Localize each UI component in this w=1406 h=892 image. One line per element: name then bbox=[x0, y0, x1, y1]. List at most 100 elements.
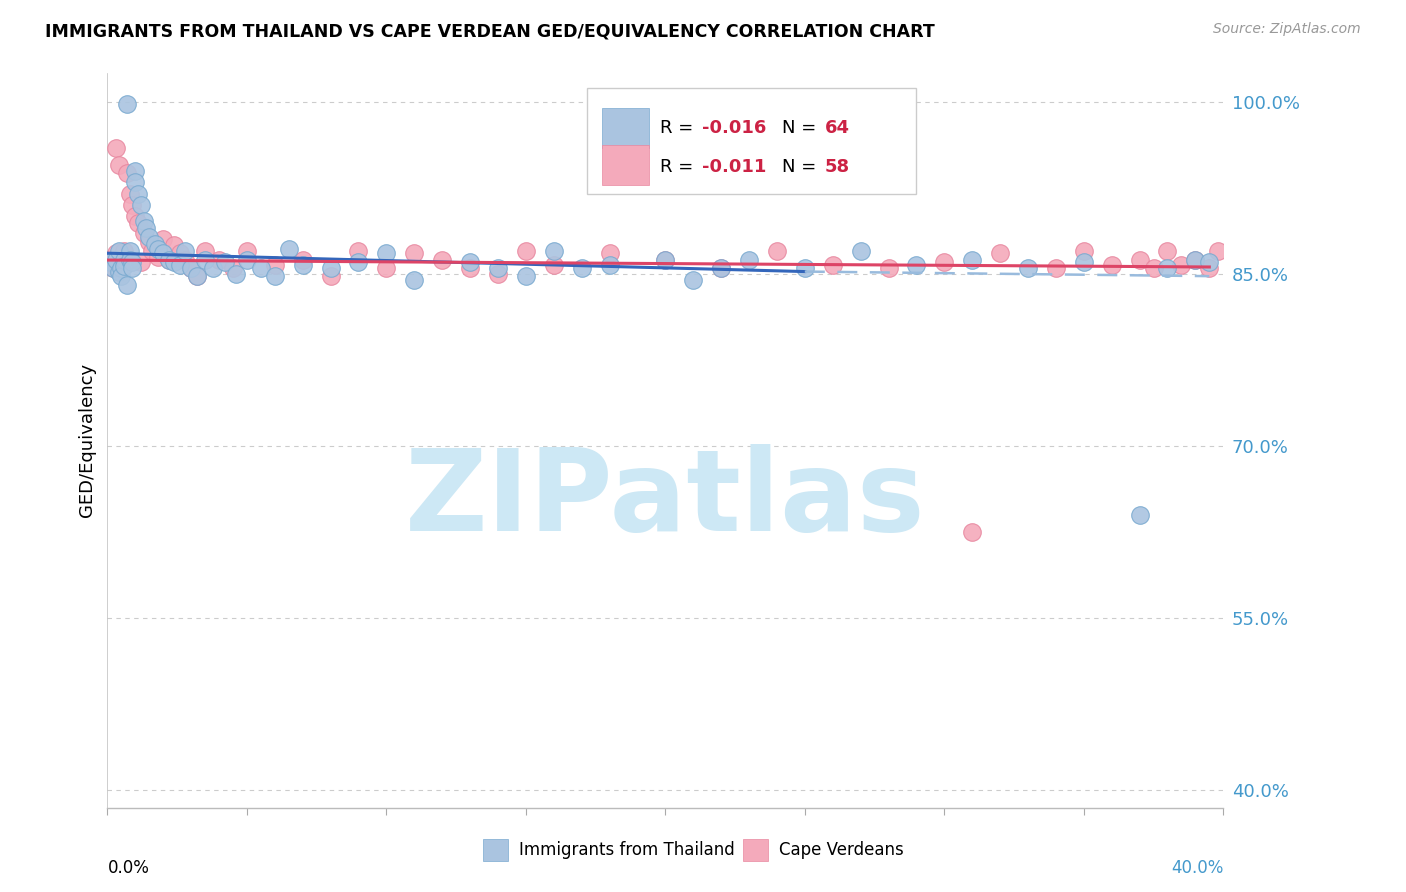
Point bbox=[960, 525, 983, 540]
Text: 40.0%: 40.0% bbox=[1171, 859, 1223, 877]
Point bbox=[118, 253, 141, 268]
Point bbox=[163, 255, 186, 269]
Point bbox=[1198, 261, 1220, 276]
Point bbox=[515, 244, 537, 258]
Point bbox=[157, 253, 180, 268]
Point bbox=[169, 258, 191, 272]
Point bbox=[1129, 508, 1152, 522]
Point bbox=[127, 216, 149, 230]
Point bbox=[174, 253, 197, 268]
Point bbox=[347, 255, 370, 269]
Point bbox=[127, 186, 149, 201]
Point bbox=[738, 253, 761, 268]
Point bbox=[112, 259, 135, 273]
Point bbox=[146, 242, 169, 256]
Point bbox=[118, 186, 141, 201]
Point bbox=[905, 258, 928, 272]
Point bbox=[654, 253, 676, 268]
Point bbox=[194, 253, 217, 268]
Text: -0.011: -0.011 bbox=[702, 158, 766, 176]
Point bbox=[146, 250, 169, 264]
Point bbox=[202, 261, 225, 276]
Text: Source: ZipAtlas.com: Source: ZipAtlas.com bbox=[1213, 22, 1361, 37]
Point bbox=[1017, 261, 1039, 276]
Text: ZIPatlas: ZIPatlas bbox=[405, 443, 925, 555]
Point bbox=[934, 255, 956, 269]
Point bbox=[263, 258, 285, 272]
Point bbox=[1170, 258, 1192, 272]
Point bbox=[263, 269, 285, 284]
Point bbox=[115, 97, 138, 112]
Point bbox=[654, 253, 676, 268]
FancyBboxPatch shape bbox=[602, 145, 648, 185]
Point bbox=[157, 253, 180, 268]
Text: R =: R = bbox=[659, 119, 699, 137]
Point bbox=[186, 269, 208, 284]
Text: R =: R = bbox=[659, 158, 699, 176]
Point bbox=[1198, 255, 1220, 269]
Point bbox=[152, 232, 174, 246]
Point bbox=[821, 258, 844, 272]
Point bbox=[849, 244, 872, 258]
Point bbox=[960, 253, 983, 268]
Point bbox=[1142, 261, 1164, 276]
Text: N =: N = bbox=[783, 119, 823, 137]
Point bbox=[458, 255, 481, 269]
Text: 64: 64 bbox=[825, 119, 849, 137]
Point bbox=[793, 261, 815, 276]
Point bbox=[543, 258, 565, 272]
Text: Immigrants from Thailand: Immigrants from Thailand bbox=[519, 841, 735, 859]
Point bbox=[319, 269, 342, 284]
Point bbox=[180, 261, 202, 276]
Point bbox=[124, 175, 146, 189]
Point bbox=[104, 253, 127, 268]
Point bbox=[101, 261, 124, 276]
Point bbox=[152, 246, 174, 260]
FancyBboxPatch shape bbox=[602, 108, 648, 148]
Point bbox=[430, 253, 453, 268]
Text: -0.016: -0.016 bbox=[702, 119, 766, 137]
Point bbox=[1156, 244, 1178, 258]
Point bbox=[169, 246, 191, 260]
Point bbox=[571, 261, 593, 276]
Point bbox=[163, 238, 186, 252]
Point bbox=[115, 166, 138, 180]
Point bbox=[988, 246, 1011, 260]
Text: 58: 58 bbox=[825, 158, 851, 176]
Point bbox=[124, 163, 146, 178]
Point bbox=[404, 272, 426, 286]
Point bbox=[110, 269, 132, 284]
Point bbox=[250, 261, 273, 276]
Point bbox=[236, 244, 259, 258]
Point bbox=[104, 140, 127, 154]
Point bbox=[543, 244, 565, 258]
Y-axis label: GED/Equivalency: GED/Equivalency bbox=[79, 363, 96, 517]
Point bbox=[112, 253, 135, 268]
Point bbox=[132, 226, 155, 240]
Point bbox=[375, 261, 398, 276]
Point bbox=[121, 255, 143, 269]
Point bbox=[682, 272, 704, 286]
Point bbox=[101, 261, 124, 276]
Point bbox=[112, 244, 135, 258]
Point bbox=[121, 198, 143, 212]
Point bbox=[118, 244, 141, 258]
Point bbox=[599, 258, 621, 272]
Point bbox=[107, 244, 129, 258]
Point bbox=[1101, 258, 1123, 272]
Point bbox=[135, 221, 157, 235]
Point bbox=[515, 269, 537, 284]
Point bbox=[1184, 253, 1206, 268]
Point bbox=[291, 253, 314, 268]
Point bbox=[710, 261, 733, 276]
Point bbox=[132, 214, 155, 228]
Point bbox=[766, 244, 789, 258]
Point bbox=[129, 198, 152, 212]
Point bbox=[107, 264, 129, 278]
Point bbox=[1073, 255, 1095, 269]
Point bbox=[225, 267, 247, 281]
Point bbox=[222, 261, 245, 276]
Point bbox=[98, 255, 121, 269]
Text: Cape Verdeans: Cape Verdeans bbox=[779, 841, 904, 859]
Point bbox=[319, 261, 342, 276]
